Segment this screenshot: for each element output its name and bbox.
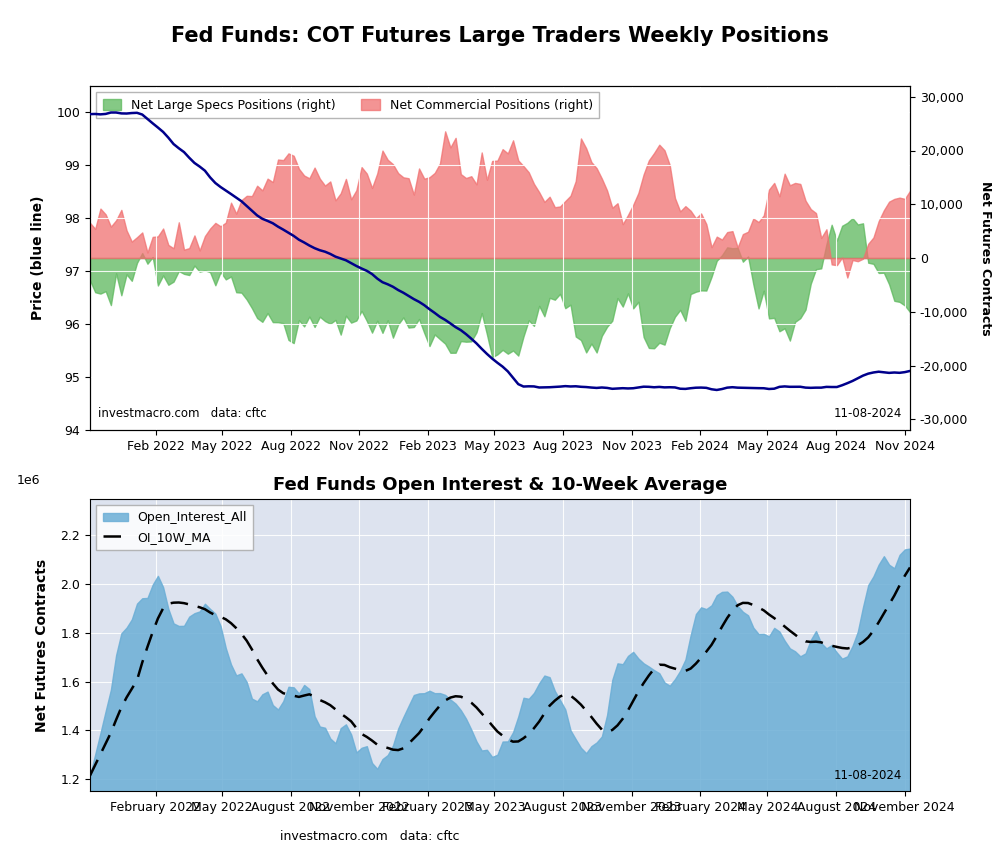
Text: 11-08-2024: 11-08-2024 [833,770,902,783]
Y-axis label: Net Futures Contracts: Net Futures Contracts [35,558,49,732]
Legend: Net Large Specs Positions (right), Net Commercial Positions (right): Net Large Specs Positions (right), Net C… [96,92,599,118]
Text: Fed Funds: COT Futures Large Traders Weekly Positions: Fed Funds: COT Futures Large Traders Wee… [171,26,829,46]
Y-axis label: Price (blue line): Price (blue line) [31,196,45,320]
Text: 1e6: 1e6 [16,474,40,487]
Title: Fed Funds Open Interest & 10-Week Average: Fed Funds Open Interest & 10-Week Averag… [273,476,727,494]
Y-axis label: Net Futures Contracts: Net Futures Contracts [979,181,992,335]
Text: investmacro.com   data: cftc: investmacro.com data: cftc [280,830,460,843]
Text: 11-08-2024: 11-08-2024 [833,407,902,420]
Text: investmacro.com   data: cftc: investmacro.com data: cftc [98,407,267,420]
Legend: Open_Interest_All, OI_10W_MA: Open_Interest_All, OI_10W_MA [96,505,253,550]
